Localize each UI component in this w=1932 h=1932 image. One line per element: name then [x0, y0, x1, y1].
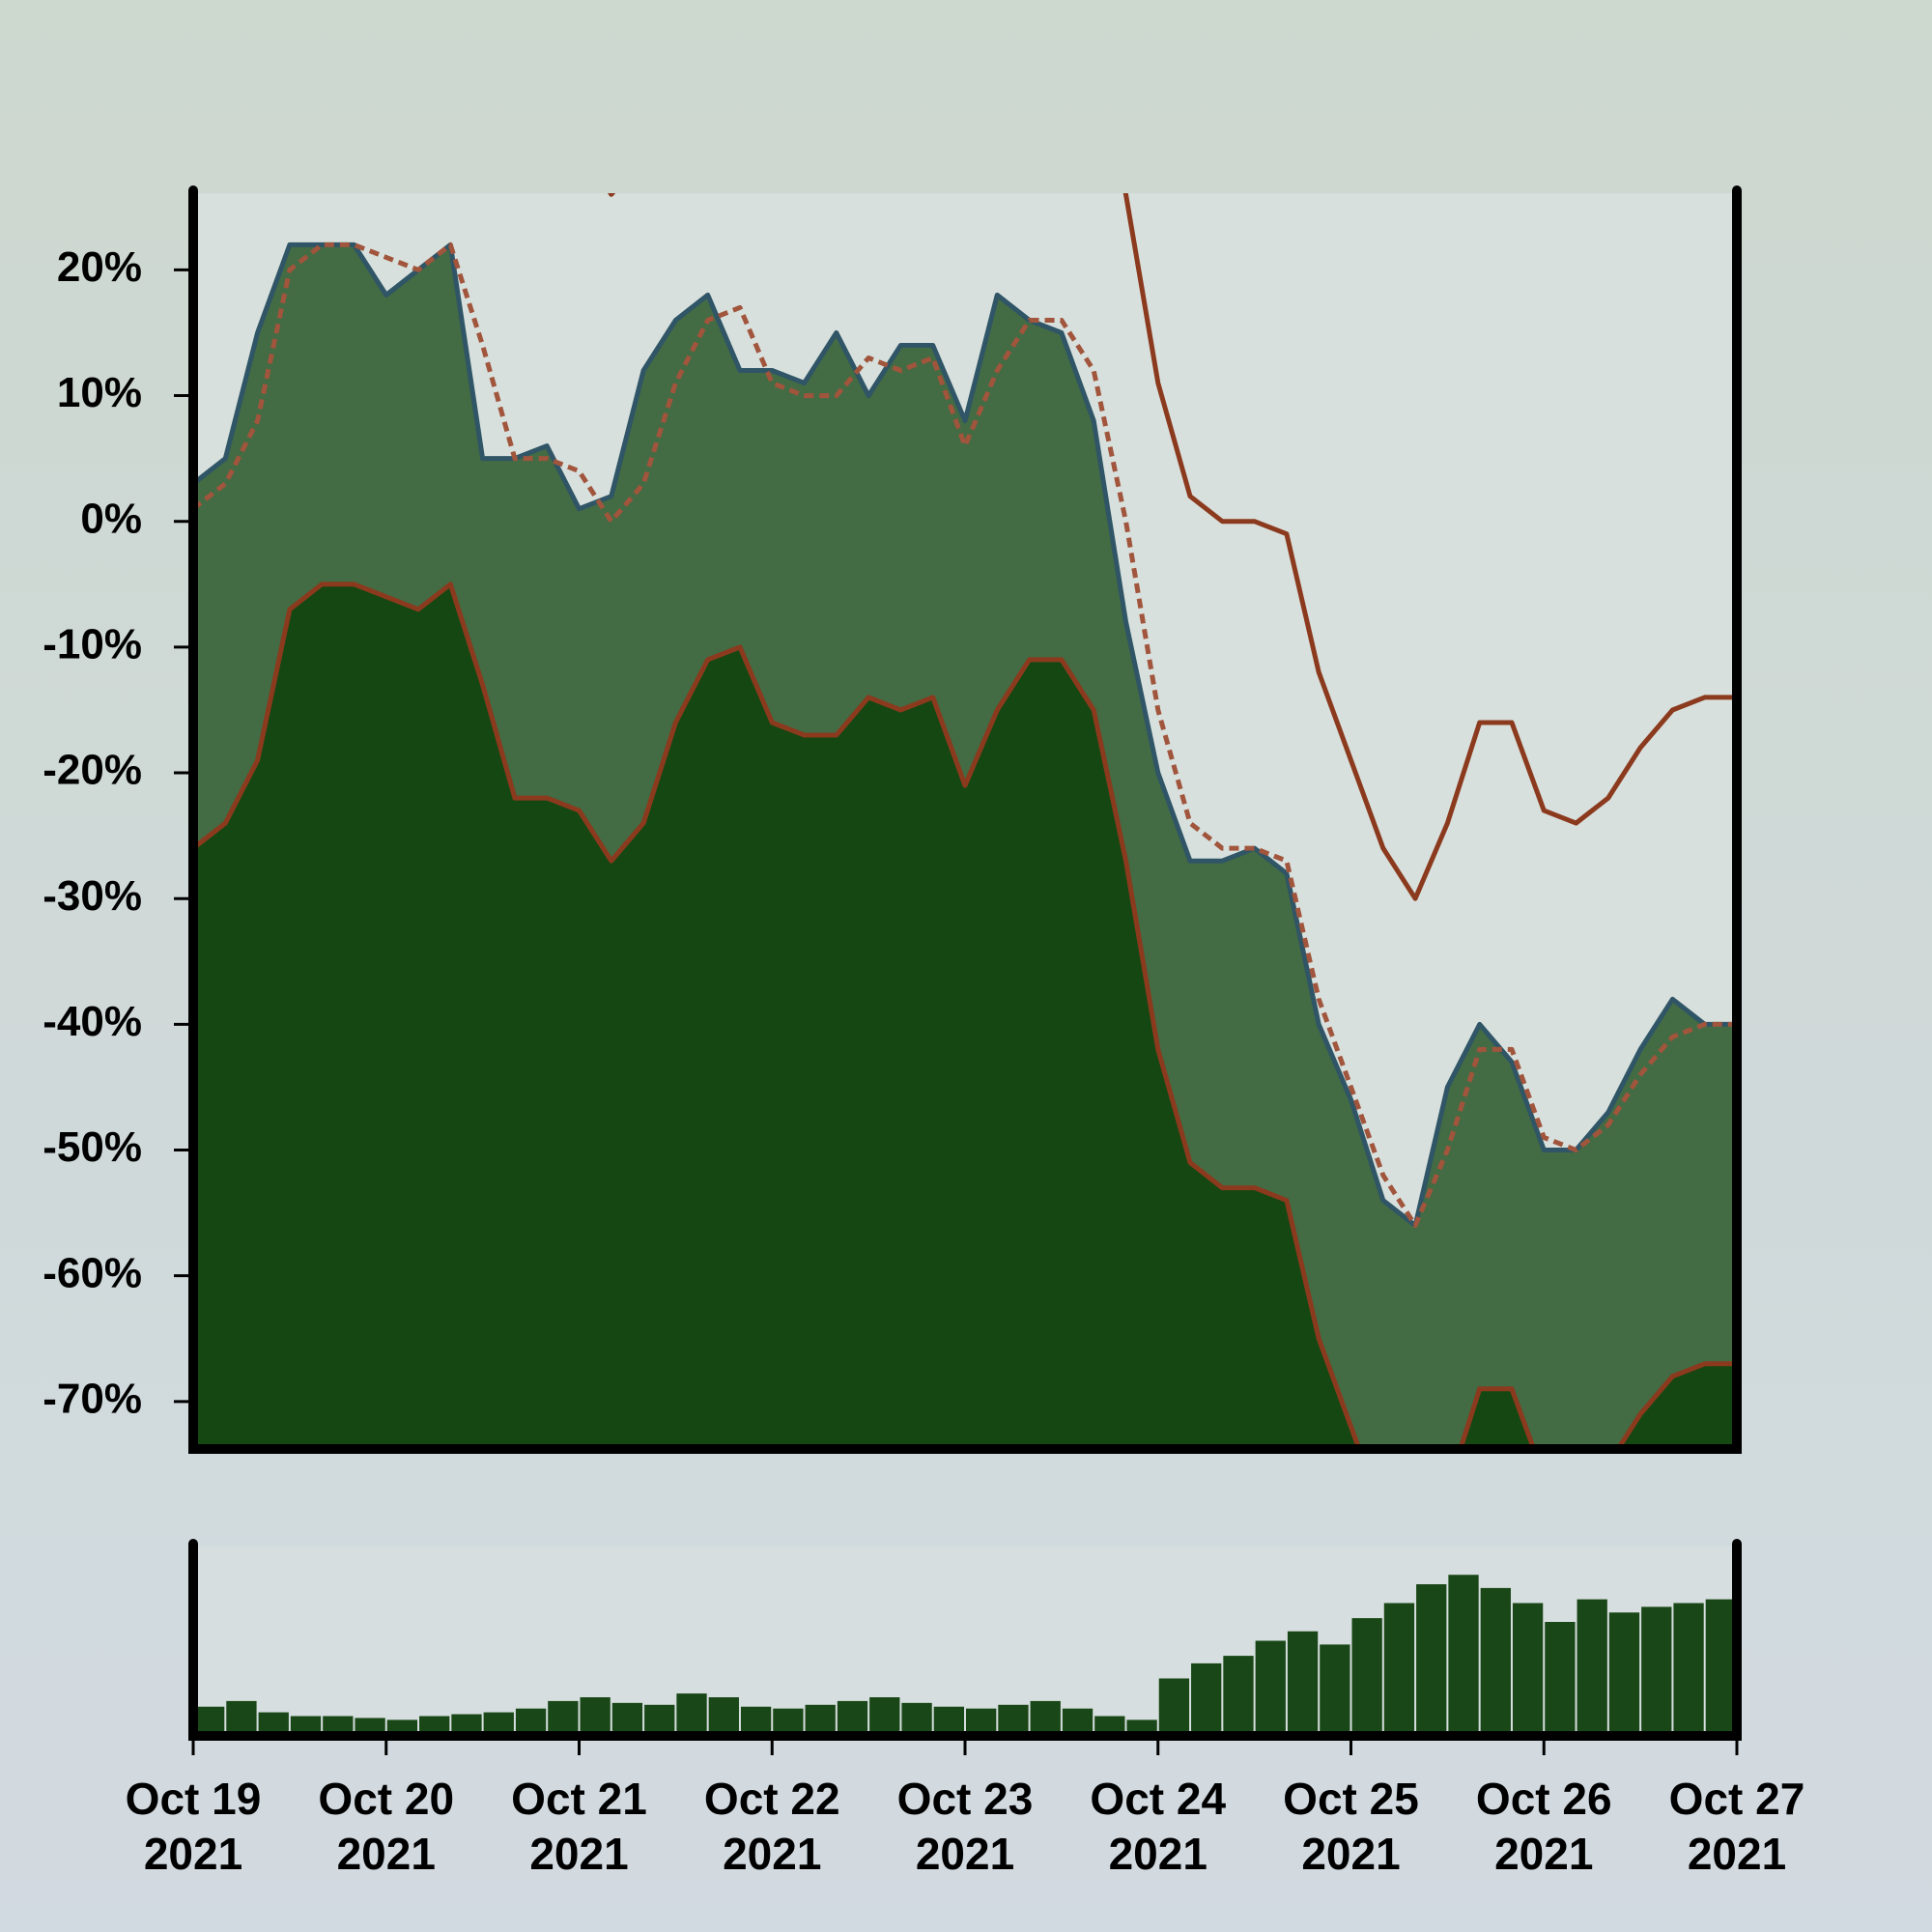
- volume-bar: [226, 1700, 257, 1735]
- volume-bar: [1287, 1631, 1319, 1735]
- x-tick-label: Oct 22 2021: [704, 1774, 840, 1879]
- volume-bar: [1351, 1618, 1382, 1735]
- volume-bar: [676, 1693, 707, 1735]
- main-axes: [188, 185, 1742, 1454]
- volume-bar: [1416, 1584, 1447, 1735]
- volume-bar: [1512, 1603, 1544, 1735]
- line: [608, 193, 1737, 901]
- y-tick-label: -10%: [43, 621, 142, 668]
- y-tick-label: -50%: [43, 1123, 142, 1171]
- y-tick-label: -40%: [43, 998, 142, 1045]
- y-tick-label: -70%: [43, 1375, 142, 1422]
- x-tick-label: Oct 27 2021: [1669, 1774, 1805, 1879]
- volume-bar: [290, 1716, 322, 1735]
- x-tick-label: Oct 24 2021: [1090, 1774, 1226, 1879]
- volume-bar: [1480, 1587, 1511, 1735]
- volume-bar: [258, 1712, 289, 1735]
- volume-bar: [644, 1704, 675, 1735]
- line: [193, 582, 1737, 1448]
- volume-bar: [1255, 1640, 1286, 1735]
- area: [193, 583, 1737, 1448]
- volume-bar: [451, 1714, 482, 1735]
- volume-bar: [805, 1704, 836, 1735]
- volume-bar: [419, 1716, 450, 1735]
- volume-bar: [1673, 1603, 1704, 1735]
- volume-bar: [966, 1708, 997, 1735]
- volume-bar: [901, 1702, 932, 1735]
- volume-bar: [773, 1708, 804, 1735]
- x-tick-label: Oct 21 2021: [511, 1774, 647, 1879]
- volume-bar: [740, 1706, 772, 1735]
- volume-bar: [1448, 1575, 1479, 1735]
- x-tick-label: Oct 25 2021: [1283, 1774, 1419, 1879]
- y-tick-label: 10%: [57, 369, 142, 416]
- line: [193, 242, 1737, 1229]
- volume-bar: [323, 1716, 354, 1735]
- volume-bar: [194, 1706, 225, 1735]
- volume-bar: [1545, 1622, 1576, 1735]
- volume-bar: [355, 1718, 385, 1735]
- volume-bar: [483, 1712, 514, 1735]
- x-tick-label: Oct 20 2021: [318, 1774, 454, 1879]
- volume-background: [193, 1547, 1737, 1735]
- volume-bar: [515, 1708, 547, 1735]
- y-tick-label: 20%: [57, 243, 142, 291]
- volume-bar: [1062, 1708, 1094, 1735]
- volume-bar: [869, 1697, 900, 1735]
- volume-bar: [1158, 1678, 1190, 1735]
- volume-bar: [1641, 1606, 1672, 1735]
- x-tick-label: Oct 26 2021: [1476, 1774, 1612, 1879]
- y-tick-label: 0%: [80, 495, 142, 542]
- x-tick-label: Oct 23 2021: [897, 1774, 1034, 1879]
- volume-bar: [548, 1700, 579, 1735]
- volume-bar: [1383, 1603, 1415, 1735]
- volume-bar: [837, 1700, 868, 1735]
- main-plot: [193, 193, 1737, 1448]
- volume-bar: [1223, 1656, 1254, 1735]
- volume-bar: [708, 1697, 739, 1735]
- volume-bar: [1577, 1599, 1607, 1735]
- volume-bar: [1030, 1700, 1061, 1735]
- y-tick-label: -30%: [43, 872, 142, 920]
- axes: [174, 185, 1742, 1755]
- volume-bar: [998, 1704, 1029, 1735]
- y-tick-label: -60%: [43, 1249, 142, 1296]
- volume-bar: [1608, 1612, 1640, 1735]
- volume-bar: [580, 1697, 611, 1735]
- x-tick-label: Oct 19 2021: [126, 1774, 262, 1879]
- volume-bar: [933, 1706, 964, 1735]
- volume-bar: [611, 1702, 643, 1735]
- volume-bar: [1191, 1662, 1222, 1735]
- y-tick-label: -20%: [43, 747, 142, 794]
- volume-bar: [1320, 1644, 1350, 1735]
- volume-bar: [1094, 1716, 1125, 1735]
- volume-bar: [1705, 1599, 1736, 1735]
- volume-plot: [194, 1575, 1736, 1735]
